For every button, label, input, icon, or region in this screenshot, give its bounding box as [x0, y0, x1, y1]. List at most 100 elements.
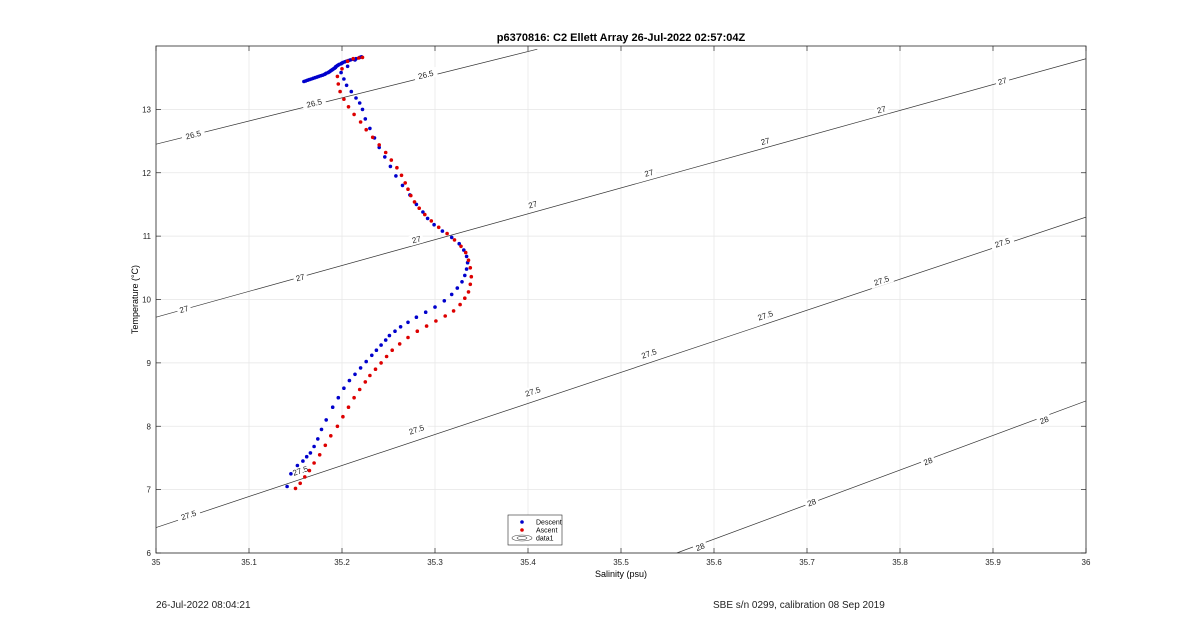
ascent-point: [429, 219, 434, 223]
ascent-point: [423, 212, 427, 217]
legend-label-descent: Descent: [536, 520, 562, 527]
ascent-point: [383, 150, 388, 155]
ascent-point: [412, 200, 417, 204]
descent-point: [363, 117, 368, 121]
descent-point: [464, 254, 469, 259]
contour-label-group: 27: [994, 74, 1011, 88]
descent-point: [383, 338, 388, 342]
legend-label-ascent: Ascent: [536, 528, 557, 535]
legend: Descent Ascent data1: [507, 514, 563, 546]
descent-point: [432, 222, 436, 227]
contour-line: [156, 58, 1086, 318]
contour-label-group: 27.5: [989, 234, 1015, 251]
descent-point: [463, 273, 467, 278]
contour-label: 26.5: [306, 97, 324, 110]
descent-point: [342, 386, 346, 391]
contour-label-bg: [691, 539, 709, 553]
descent-point: [347, 378, 352, 383]
descent-point: [393, 329, 397, 334]
contour-label-bg: [176, 302, 192, 316]
ascent-point: [312, 461, 316, 465]
ascent-point: [434, 319, 438, 323]
contour-label: 27: [997, 76, 1009, 87]
contour-label-group: 28: [1035, 412, 1053, 427]
x-axis-label: Salinity (psu): [595, 569, 647, 579]
contour-label: 27: [644, 168, 656, 179]
ascent-point: [468, 282, 473, 287]
contour-label-group: 28: [691, 539, 709, 553]
descent-point: [398, 325, 403, 329]
contour-label: 27: [411, 234, 423, 245]
descent-point: [374, 348, 379, 353]
x-tick-label: 35.2: [334, 558, 350, 567]
data-points: [285, 55, 474, 491]
contour-label-bg: [919, 454, 937, 469]
contour-label-group: 27.5: [636, 344, 662, 362]
ascent-point: [360, 55, 365, 60]
ascent-point: [443, 314, 448, 318]
descent-point: [364, 359, 369, 364]
descent-point: [379, 343, 383, 347]
ascent-point: [390, 348, 395, 353]
ascent-point: [307, 468, 312, 473]
x-tick-label: 35.7: [799, 558, 815, 567]
y-tick-label: 8: [147, 422, 152, 431]
x-tick-label: 35: [152, 558, 161, 567]
descent-point: [295, 463, 300, 468]
descent-point: [383, 155, 387, 159]
ascent-point: [417, 206, 422, 210]
contour-label-bg: [301, 95, 327, 111]
descent-point: [353, 372, 357, 377]
ascent-point: [424, 324, 429, 328]
contour-label-group: 27: [176, 302, 192, 316]
ascent-point: [389, 158, 394, 162]
contour-label: 27: [295, 272, 307, 283]
contour-label-bg: [752, 306, 778, 324]
ascent-point: [341, 414, 345, 419]
descent-point: [414, 315, 419, 320]
descent-point: [357, 101, 362, 105]
contour-label-bg: [989, 234, 1015, 251]
contour-label-group: 27: [524, 197, 541, 212]
descent-point: [345, 64, 350, 69]
contour-label: 28: [695, 541, 707, 553]
ascent-point: [345, 59, 350, 63]
axis-ticks: 35 35.1 35.2 35.3 35.4 35.5 35.6 35.7 35.8 35.9 36…: [142, 46, 1091, 567]
descent-point: [324, 418, 329, 422]
y-tick-label: 10: [142, 296, 151, 305]
y-axis-label: Temperature (°C): [130, 265, 140, 334]
descent-point: [449, 235, 454, 240]
x-tick-label: 35.9: [985, 558, 1001, 567]
contour-label-group: 27.5: [175, 506, 202, 524]
descent-point: [387, 333, 392, 338]
descent-point: [377, 145, 382, 150]
ascent-point: [303, 475, 307, 479]
contour-label-group: 26.5: [180, 127, 206, 143]
contour-label-group: 27.5: [403, 420, 429, 438]
contour-label-bg: [175, 506, 202, 524]
descent-point: [423, 310, 428, 315]
ascent-point: [452, 238, 457, 242]
y-tick-label: 6: [147, 549, 152, 558]
contour-label-group: 27: [873, 102, 890, 117]
legend-marker-data1-inner: [516, 536, 528, 540]
contour-label-bg: [757, 134, 774, 148]
contour-label-group: 27: [757, 134, 774, 148]
contour-label-bg: [180, 127, 206, 143]
descent-point: [370, 353, 374, 358]
descent-point: [460, 280, 464, 284]
ascent-point: [336, 82, 341, 86]
ascent-point: [293, 486, 298, 491]
descent-point: [285, 484, 289, 489]
x-tick-label: 35.4: [520, 558, 536, 567]
descent-point: [433, 305, 437, 309]
ascent-point: [357, 387, 362, 392]
contour-label: 28: [806, 497, 818, 509]
contour-label: 28: [922, 456, 934, 468]
contour-label-bg: [292, 270, 309, 284]
contour-label-bg: [636, 344, 662, 362]
descent-point: [349, 89, 354, 94]
ascent-point: [356, 56, 361, 60]
descent-point: [406, 320, 410, 325]
legend-marker-ascent: [520, 528, 524, 532]
